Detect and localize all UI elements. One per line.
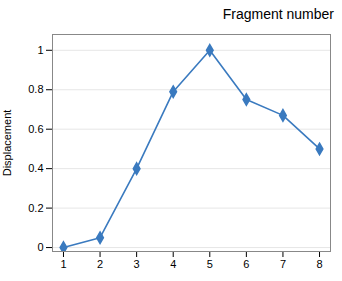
svg-text:2: 2 [97,258,103,270]
svg-text:7: 7 [280,258,286,270]
svg-text:0.4: 0.4 [28,162,43,174]
svg-text:3: 3 [134,258,140,270]
svg-text:8: 8 [316,258,322,270]
svg-text:1: 1 [60,258,66,270]
svg-text:1: 1 [37,44,43,56]
svg-text:4: 4 [170,258,176,270]
svg-text:0: 0 [37,241,43,253]
svg-text:0.6: 0.6 [28,123,43,135]
svg-text:5: 5 [207,258,213,270]
svg-text:0.2: 0.2 [28,202,43,214]
svg-text:Displacement: Displacement [1,110,13,177]
svg-text:6: 6 [243,258,249,270]
svg-text:0.8: 0.8 [28,83,43,95]
html-text:Fragment number: Fragment number [222,6,334,22]
